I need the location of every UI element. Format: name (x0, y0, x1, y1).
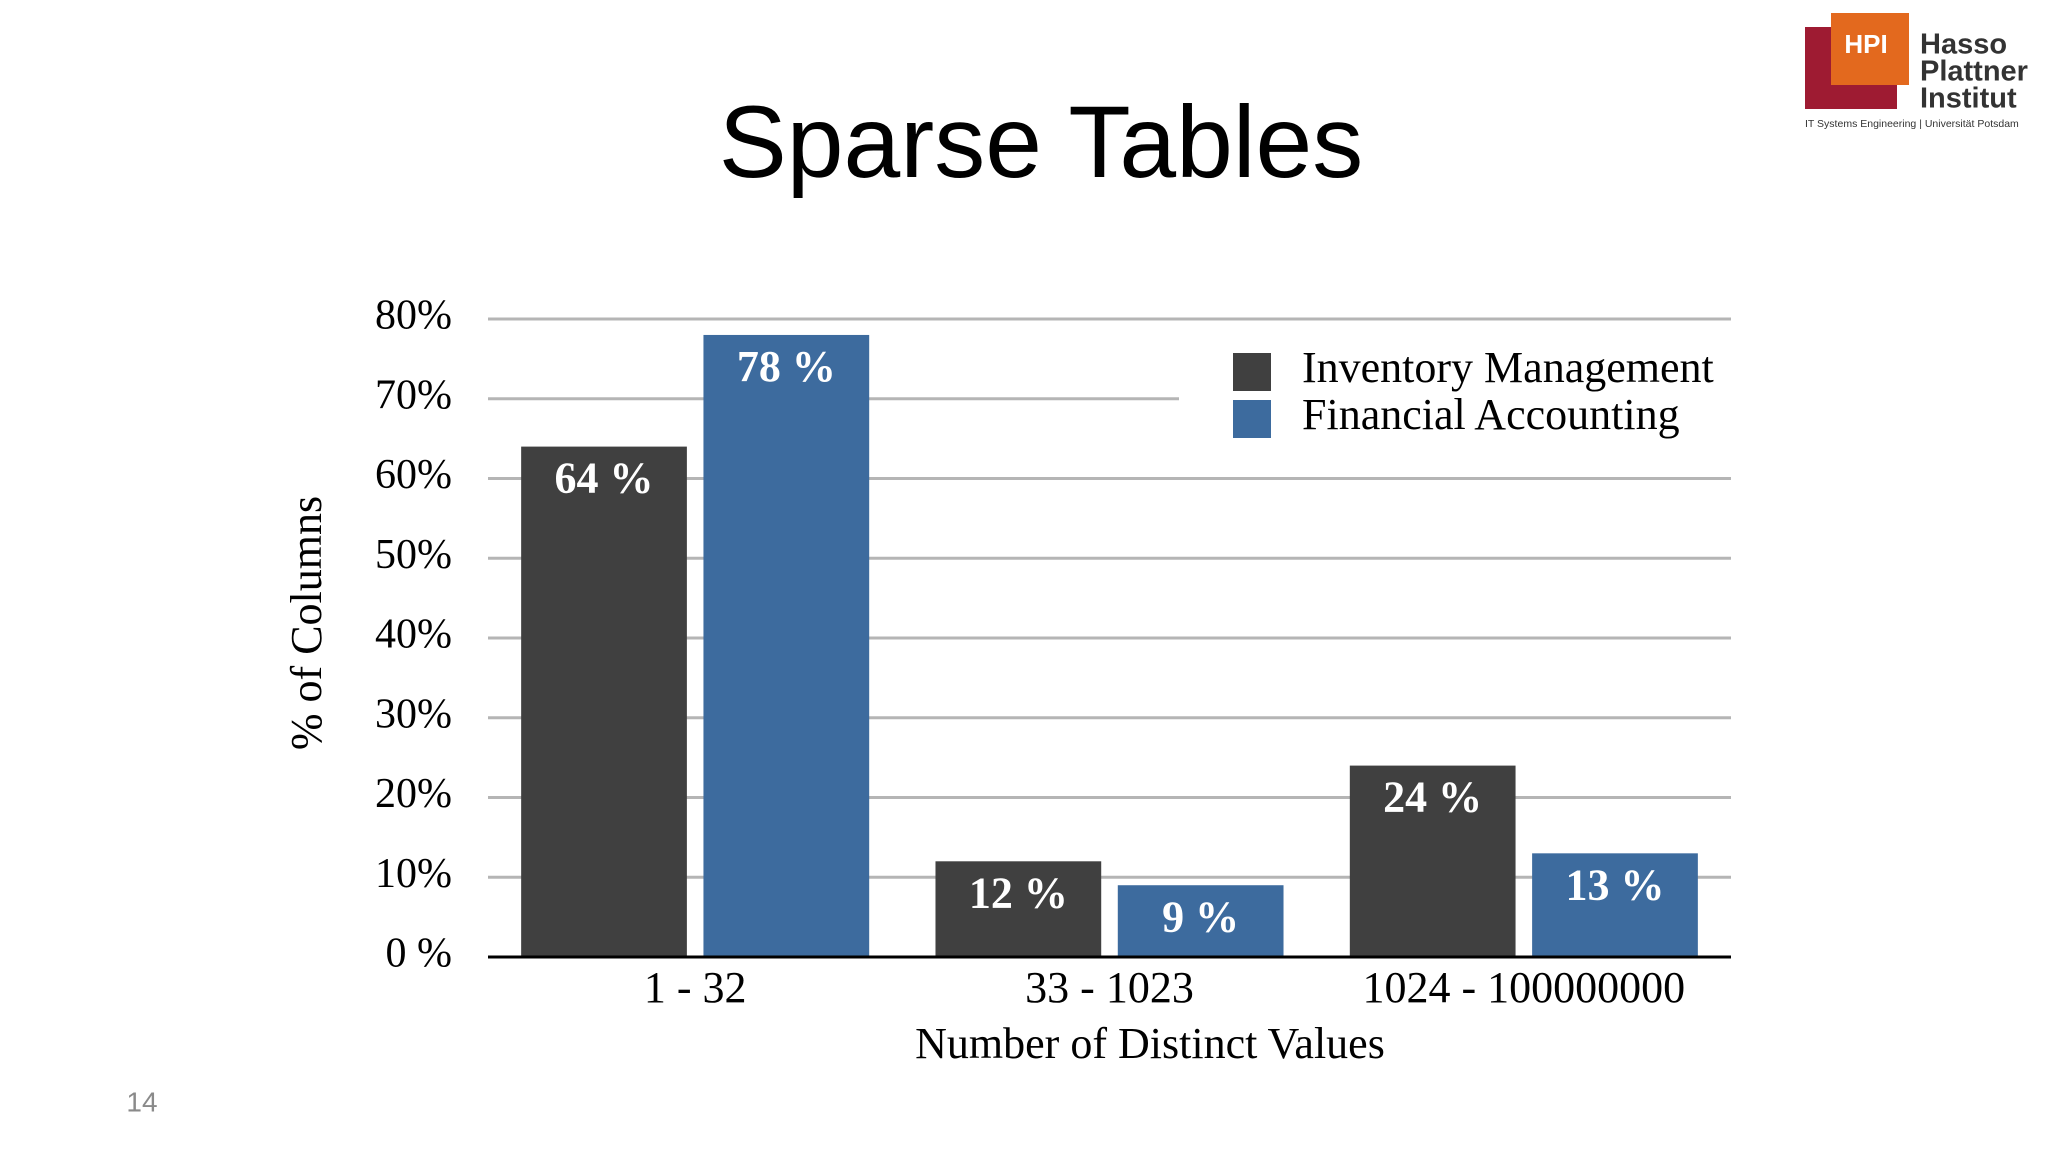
logo-line: Institut (1920, 83, 2017, 115)
y-tick-label: 20% (375, 771, 452, 817)
y-tick-label: 10% (375, 851, 452, 897)
x-axis-label: Number of Distinct Values (915, 1019, 1385, 1068)
y-tick-label: 40% (375, 612, 452, 658)
y-tick-label: 30% (375, 691, 452, 737)
x-tick-label: 1024 - 100000000 (1363, 963, 1686, 1012)
bars: 1 - 32 64 % 78 % 33 - 1023 12 % 9 % 1024 - 100… (488, 334, 1731, 1012)
x-tick-label: 1 - 32 (644, 963, 747, 1012)
slide-number: 14 (126, 1086, 157, 1117)
logo-mark: HPI (1844, 29, 1887, 59)
x-tick-label: 33 - 1023 (1025, 963, 1194, 1012)
logo-tagline: IT Systems Engineering | Universität Pot… (1805, 118, 2019, 130)
logo-block (1831, 13, 1909, 85)
y-tick-label: 0 % (386, 931, 453, 977)
bar (1117, 885, 1284, 957)
chart-title: Sparse Tables (719, 85, 1364, 199)
bar (1532, 853, 1698, 957)
legend-swatch (1233, 353, 1271, 391)
legend-swatch (1233, 400, 1271, 438)
logo-line: Plattner (1920, 56, 2028, 88)
value-label: 12 % (969, 868, 1068, 917)
y-axis-label: % of Columns (282, 496, 331, 750)
value-label: 24 % (1383, 773, 1482, 822)
legend-label: Financial Accounting (1302, 390, 1680, 439)
legend-label: Inventory Management (1302, 343, 1714, 392)
y-tick-label: 80% (375, 293, 452, 339)
y-tick-label: 50% (375, 532, 452, 578)
bar (1349, 765, 1516, 957)
value-label: 64 % (555, 454, 654, 503)
logo: HPI Hasso Plattner Institut IT Systems E… (1805, 13, 2028, 130)
logo-line: Hasso (1920, 29, 2007, 61)
bar (703, 334, 870, 957)
y-tick-label: 60% (375, 452, 452, 498)
y-tick-label: 70% (375, 372, 452, 418)
bar (935, 861, 1102, 957)
value-label: 13 % (1565, 860, 1664, 909)
value-label: 78 % (737, 342, 836, 391)
value-label: 9 % (1162, 892, 1239, 941)
bar (521, 446, 687, 957)
grid: 0 % 10% 20% 30% 40% 50% 60% 70% 80% (375, 293, 1731, 977)
